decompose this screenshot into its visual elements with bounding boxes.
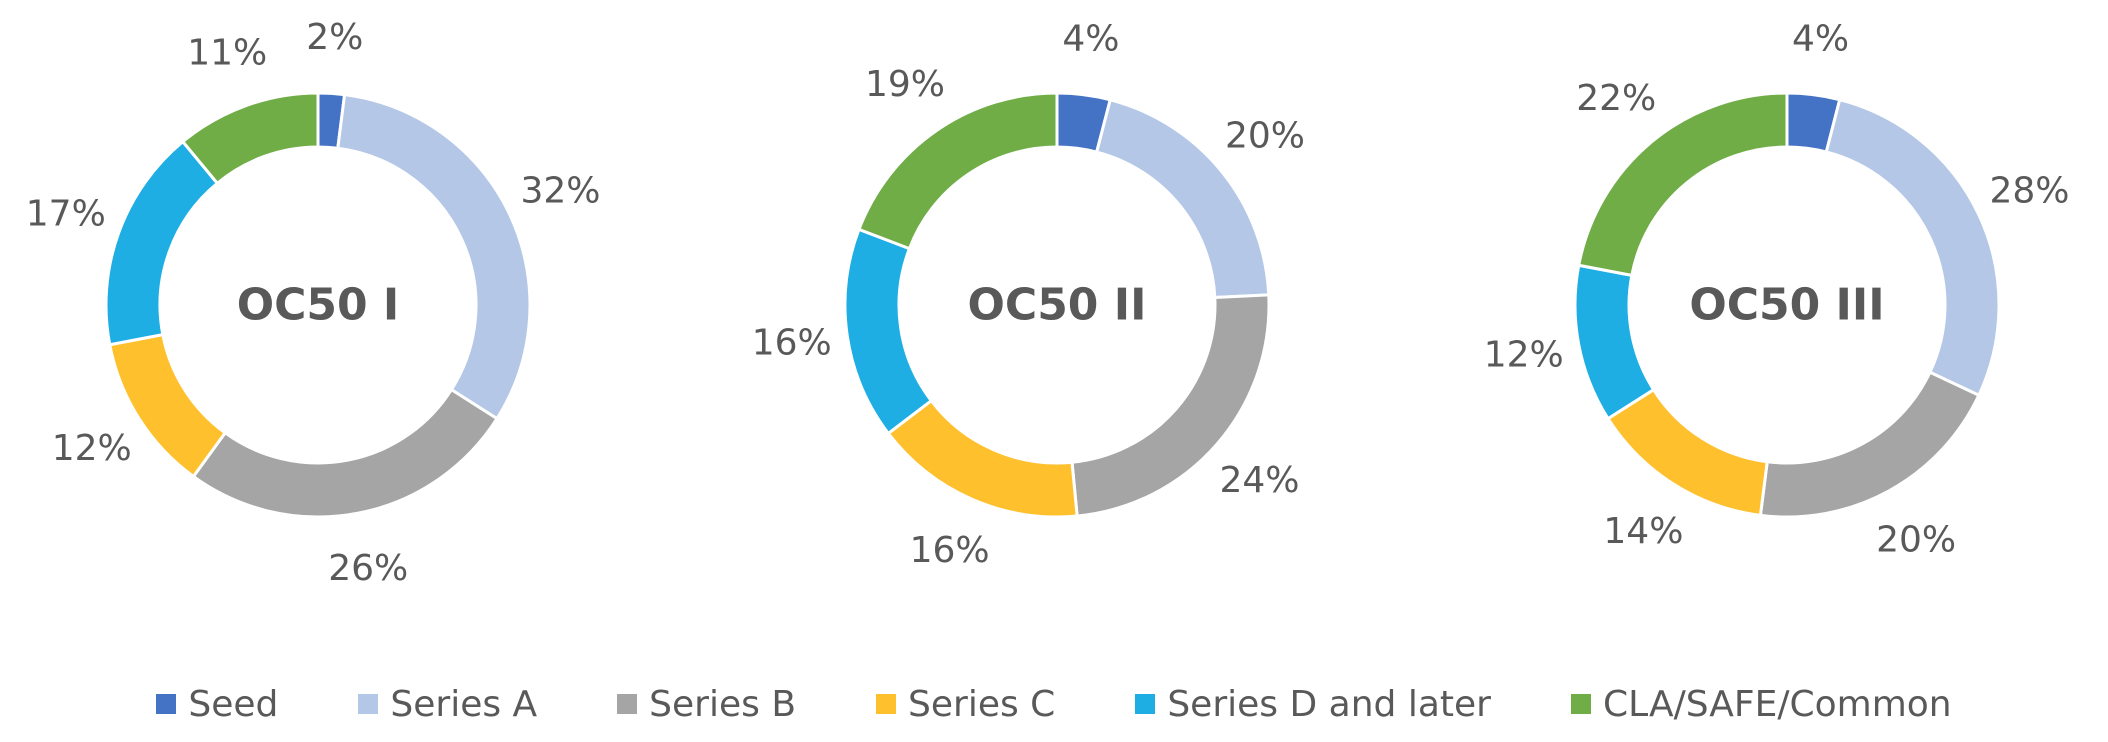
slice-series-d-and-later [1573, 263, 1656, 421]
slice-cla-safe-common [857, 91, 1059, 251]
data-label: 20% [1225, 116, 1305, 157]
data-label: 2% [306, 17, 363, 58]
legend-swatch [1570, 694, 1591, 714]
legend-swatch [156, 694, 177, 714]
data-label: 22% [1576, 78, 1656, 119]
donut-charts: 2% 32% 26% 12% 17% 11% OC50 I 4% 20% 24% 16% 16% 19%… [26, 17, 2070, 589]
chart-title: OC50 III [1689, 280, 1884, 331]
legend-label: Seed [188, 683, 279, 725]
legend-item: Seed [156, 684, 278, 725]
data-label: 24% [1219, 460, 1299, 501]
data-label: 26% [328, 548, 408, 589]
data-label: 16% [752, 323, 832, 364]
legend-swatch [876, 694, 897, 714]
slice-cla-safe-common [1577, 91, 1789, 278]
slice-series-c [1605, 387, 1769, 518]
data-label: 4% [1792, 19, 1849, 60]
data-label: 19% [865, 64, 945, 105]
slice-series-a [1824, 97, 2001, 398]
slice-series-b [1758, 370, 1981, 519]
legend-swatch [617, 694, 638, 714]
legend-item: Series C [876, 684, 1055, 725]
donut-chart-3: 4% 28% 20% 14% 12% 22% OC50 III [1484, 19, 2070, 561]
data-label: 32% [520, 170, 600, 211]
legend-label: Series A [390, 683, 538, 725]
legend-item: Series A [358, 684, 537, 725]
slice-series-c [886, 398, 1079, 519]
data-label: 14% [1603, 511, 1683, 552]
legend-item: Series D and later [1135, 684, 1491, 725]
donut-chart-1: 2% 32% 26% 12% 17% 11% OC50 I [26, 17, 601, 589]
data-label: 12% [52, 428, 132, 469]
legend-label: Series D and later [1167, 683, 1491, 725]
donut-chart-2: 4% 20% 24% 16% 16% 19% OC50 II [752, 19, 1305, 571]
legend-swatch [358, 694, 379, 714]
legend: Seed Series A Series B Series C Series D and… [0, 676, 2108, 732]
legend-label: Series B [649, 683, 797, 725]
slice-series-b [191, 387, 500, 519]
data-label: 20% [1876, 519, 1956, 560]
legend-swatch [1135, 694, 1156, 714]
data-label: 4% [1062, 19, 1119, 60]
data-label: 28% [1989, 170, 2069, 211]
legend-item: CLA/SAFE/Common [1570, 683, 1952, 725]
slice-series-d-and-later [843, 227, 934, 436]
legend-item: Series B [617, 684, 796, 725]
slice-series-d-and-later [104, 139, 220, 347]
data-label: 11% [187, 32, 267, 73]
slice-series-a [336, 92, 532, 421]
legend-label: CLA/SAFE/Common [1602, 683, 1952, 725]
data-label: 16% [910, 530, 990, 571]
chart-title: OC50 I [237, 280, 400, 331]
data-label: 12% [1484, 335, 1564, 376]
legend-label: Series C [908, 683, 1056, 725]
slice-cla-safe-common [180, 91, 320, 186]
data-label: 17% [26, 194, 106, 235]
chart-title: OC50 II [968, 280, 1147, 331]
